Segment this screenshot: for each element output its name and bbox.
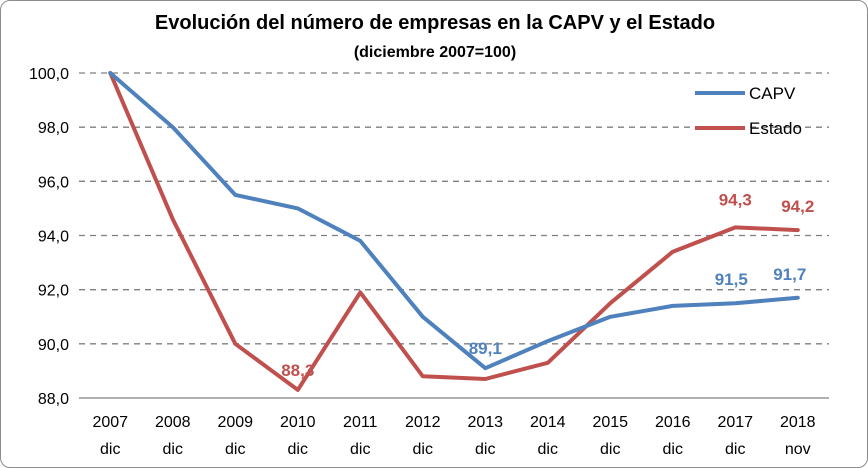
x-tick-month: dic (413, 441, 433, 458)
x-tick-year: 2012 (405, 414, 441, 431)
legend-label-capv: CAPV (749, 84, 796, 103)
x-tick-year: 2014 (530, 414, 566, 431)
y-tick-label: 98,0 (38, 120, 69, 137)
x-tick-year: 2013 (467, 414, 503, 431)
y-tick-label: 88,0 (38, 391, 69, 408)
data-label: 91,5 (715, 270, 748, 289)
x-tick-month: dic (288, 441, 308, 458)
x-tick-year: 2016 (655, 414, 691, 431)
data-label: 91,7 (773, 265, 806, 284)
series-line-estado (108, 71, 800, 392)
x-tick-year: 2009 (217, 414, 253, 431)
chart-subtitle: (diciembre 2007=100) (354, 44, 516, 61)
data-label: 89,1 (469, 339, 502, 358)
legend-label-estado: Estado (749, 119, 802, 138)
x-tick-year: 2008 (155, 414, 191, 431)
chart-title: Evolución del número de empresas en la C… (155, 12, 715, 34)
x-axis-ticks: 2007 dic 2008 dic 2009 dic 2010 dic 2011 dic 2012 d… (92, 414, 815, 458)
x-tick-month: dic (225, 441, 245, 458)
x-tick-year: 2015 (592, 414, 628, 431)
x-tick-month: dic (475, 441, 495, 458)
legend: CAPV Estado (695, 84, 802, 138)
x-tick-month: dic (350, 441, 370, 458)
y-axis-ticks: 100,0 98,0 96,0 94,0 92,0 90,0 88,0 (29, 66, 69, 408)
x-tick-month: dic (100, 441, 120, 458)
y-tick-label: 92,0 (38, 283, 69, 300)
x-tick-year: 2017 (717, 414, 753, 431)
y-tick-label: 94,0 (38, 229, 69, 246)
data-label: 94,3 (719, 190, 752, 209)
x-tick-month: dic (725, 441, 745, 458)
data-label: 94,2 (781, 197, 814, 216)
x-tick-month: dic (538, 441, 558, 458)
series-lines (108, 71, 800, 392)
x-tick-month: dic (600, 441, 620, 458)
x-tick-year: 2018 (780, 414, 816, 431)
x-tick-month: dic (663, 441, 683, 458)
y-tick-label: 100,0 (29, 66, 69, 83)
y-tick-label: 96,0 (38, 174, 69, 191)
x-tick-month: dic (163, 441, 183, 458)
x-tick-year: 2007 (92, 414, 128, 431)
data-label: 88,3 (281, 361, 314, 380)
data-labels: 88,3 89,1 91,5 91,7 94,3 94,2 (281, 190, 814, 380)
x-tick-month: nov (785, 441, 811, 458)
y-tick-label: 90,0 (38, 337, 69, 354)
x-tick-year: 2010 (280, 414, 316, 431)
series-line-capv (108, 71, 800, 371)
x-tick-year: 2011 (343, 414, 378, 431)
